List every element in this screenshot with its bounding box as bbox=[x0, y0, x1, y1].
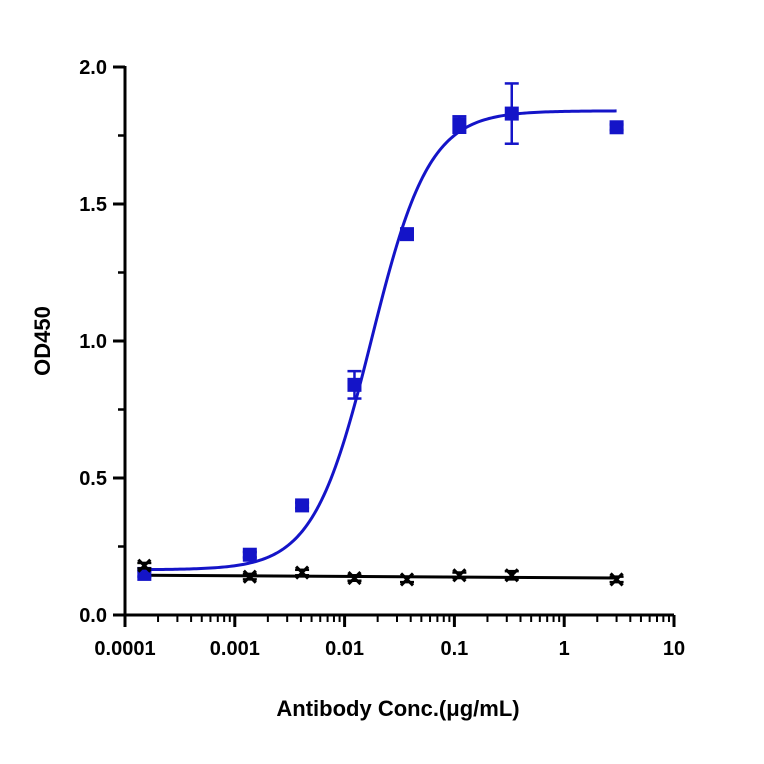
y-tick-label: 2.0 bbox=[79, 57, 107, 79]
fit-curve bbox=[144, 573, 617, 580]
x-marker bbox=[609, 572, 624, 587]
y-tick-label: 0.0 bbox=[79, 605, 107, 627]
square-marker bbox=[242, 547, 257, 562]
x-marker bbox=[399, 572, 415, 587]
data-point-square bbox=[295, 498, 310, 513]
data-points bbox=[137, 82, 624, 587]
axes: 0.0 0.5 1.0 1.5 2.0 0.0001 0.001 0.01 0.1 1 10 bbox=[79, 57, 685, 660]
y-tick-label: 1.0 bbox=[79, 331, 107, 353]
fit-curves bbox=[144, 109, 617, 580]
square-marker bbox=[609, 120, 624, 135]
data-point-square bbox=[242, 547, 257, 562]
x-marker bbox=[137, 558, 152, 573]
x-marker bbox=[347, 570, 362, 586]
x-tick-label: 0.001 bbox=[210, 638, 260, 660]
data-point-x bbox=[609, 572, 624, 587]
square-marker bbox=[347, 377, 362, 392]
data-point-x bbox=[347, 570, 362, 586]
x-tick-label: 0.1 bbox=[440, 638, 468, 660]
data-point-x bbox=[137, 558, 152, 573]
square-marker bbox=[504, 106, 519, 121]
data-point-x bbox=[295, 565, 310, 580]
data-point-x bbox=[242, 569, 257, 584]
x-marker bbox=[242, 569, 257, 584]
data-point-square bbox=[609, 120, 624, 135]
x-axis-title: Antibody Conc.(μg/mL) bbox=[276, 696, 519, 721]
data-point-square bbox=[452, 115, 467, 135]
x-tick-label: 0.0001 bbox=[94, 638, 155, 660]
x-tick-label: 0.01 bbox=[325, 638, 364, 660]
data-point-square bbox=[347, 369, 362, 400]
x-tick-label: 10 bbox=[663, 638, 685, 660]
x-marker bbox=[295, 565, 310, 580]
y-axis-title: OD450 bbox=[30, 306, 55, 376]
square-marker bbox=[399, 227, 414, 242]
data-point-square bbox=[504, 82, 519, 145]
square-marker bbox=[452, 117, 467, 132]
data-point-x bbox=[452, 568, 467, 583]
y-tick-label: 0.5 bbox=[79, 468, 107, 490]
fit-curve bbox=[144, 109, 617, 572]
data-point-x bbox=[504, 568, 519, 583]
y-tick-label: 1.5 bbox=[79, 194, 107, 216]
data-point-x bbox=[399, 572, 415, 587]
x-marker bbox=[452, 568, 467, 583]
x-tick-label: 1 bbox=[559, 638, 570, 660]
square-marker bbox=[295, 498, 310, 513]
x-marker bbox=[504, 568, 519, 583]
data-point-square bbox=[399, 227, 414, 242]
